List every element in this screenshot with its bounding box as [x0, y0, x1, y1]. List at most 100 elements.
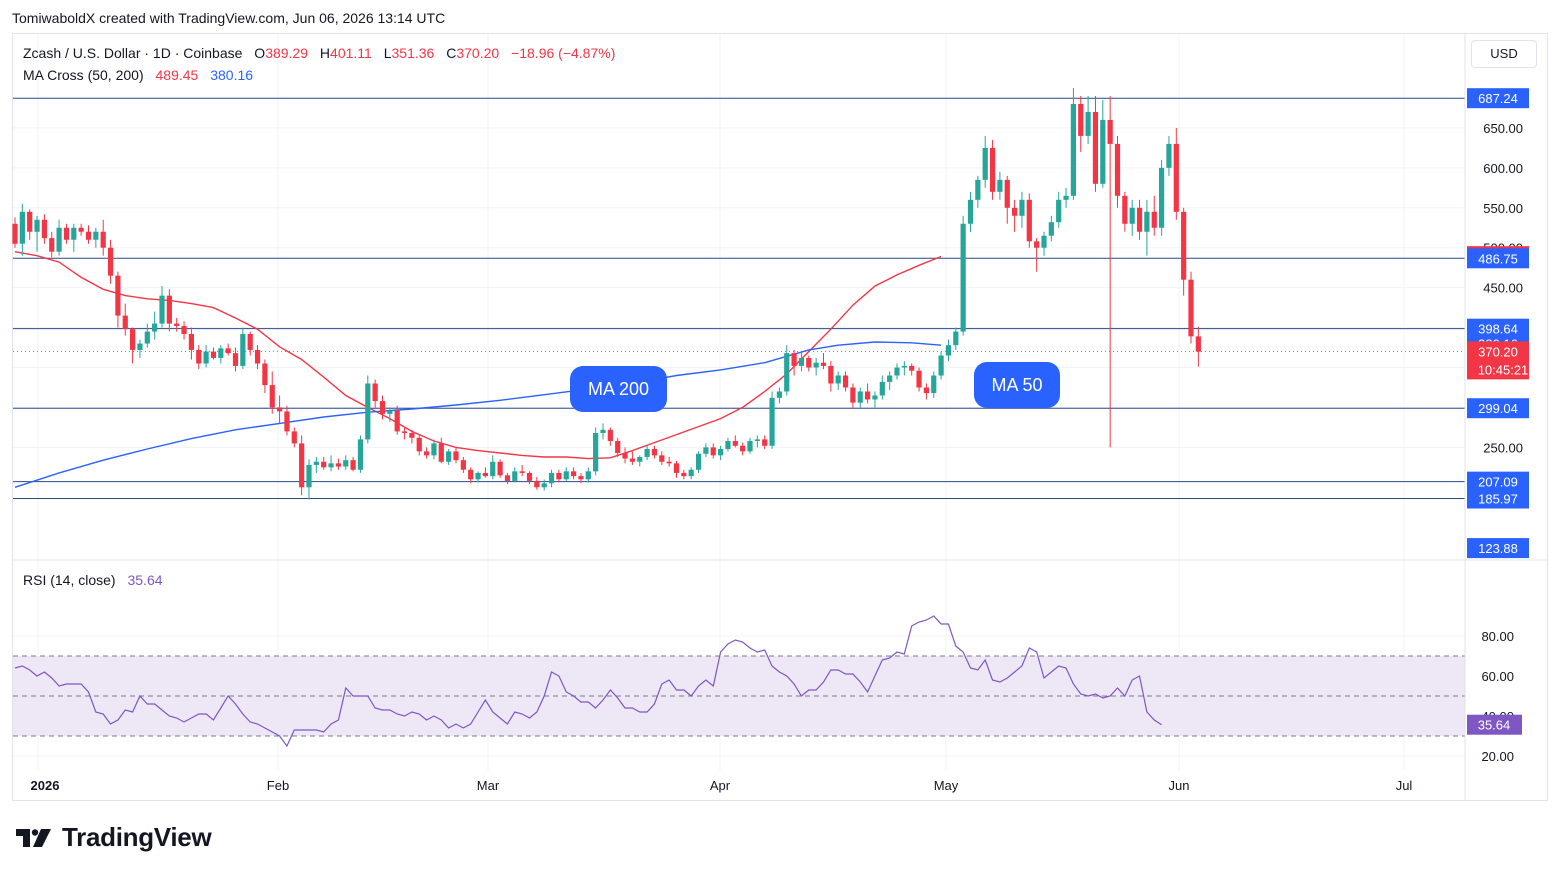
- candle-body: [585, 471, 591, 480]
- candle: [343, 455, 349, 470]
- price-label-box: [1467, 488, 1529, 509]
- candle-body: [666, 461, 672, 464]
- candle-body: [776, 391, 782, 398]
- candle: [784, 345, 790, 396]
- candle-body: [387, 410, 393, 414]
- candle: [232, 347, 239, 372]
- candle-body: [468, 469, 474, 480]
- price-label: 299.04: [1467, 398, 1529, 419]
- candle-body: [784, 353, 790, 392]
- candle: [1063, 187, 1069, 208]
- candle-body: [328, 463, 334, 468]
- candle: [975, 175, 981, 208]
- time-tick-label: May: [934, 778, 959, 793]
- candle-body: [504, 475, 511, 481]
- candle-body: [548, 472, 555, 484]
- candle: [137, 339, 143, 358]
- candle-body: [41, 219, 47, 239]
- candle: [159, 286, 165, 328]
- candle-body: [137, 343, 143, 350]
- price-tick-label: 600.00: [1483, 161, 1523, 176]
- candles: [12, 88, 1201, 500]
- candle: [842, 371, 849, 392]
- candle-body: [571, 471, 577, 477]
- candle-body: [673, 463, 680, 473]
- candle: [438, 437, 444, 464]
- candle-body: [63, 227, 70, 240]
- candle-body: [534, 480, 540, 488]
- candle-body: [218, 348, 224, 358]
- price-label-box: [1467, 471, 1529, 492]
- tradingview-logo[interactable]: TradingView: [14, 822, 212, 853]
- candle: [196, 345, 202, 370]
- candle: [365, 375, 371, 444]
- candle-body: [953, 331, 959, 346]
- candle: [49, 231, 55, 258]
- candle: [284, 405, 290, 436]
- candle: [651, 445, 658, 459]
- candle-body: [1166, 143, 1172, 168]
- ohlc-h-label: H: [319, 45, 331, 61]
- candle-body: [879, 381, 885, 396]
- rsi-tick-label: 80.00: [1481, 629, 1514, 644]
- candle: [78, 223, 84, 236]
- candle: [828, 361, 834, 392]
- candle: [754, 435, 760, 448]
- price-label-box: [1467, 398, 1529, 419]
- candle: [762, 435, 768, 449]
- candle: [306, 459, 312, 500]
- candle: [938, 351, 944, 380]
- candle-body: [357, 439, 364, 470]
- currency-button[interactable]: USD: [1471, 40, 1537, 68]
- candle-body: [269, 385, 275, 408]
- candle: [1085, 95, 1091, 144]
- candle: [1026, 193, 1032, 248]
- candle: [130, 327, 136, 364]
- candle-body: [350, 460, 356, 470]
- candle: [1136, 199, 1143, 240]
- candle: [1114, 135, 1121, 208]
- candle-body: [725, 440, 731, 449]
- candle: [747, 437, 753, 454]
- time-tick-label: Jul: [1396, 778, 1413, 793]
- price-label: 185.97: [1467, 488, 1529, 509]
- candle: [769, 391, 775, 449]
- ma50-badge-label: MA 50: [991, 375, 1042, 395]
- horizontal-levels: [13, 97, 1465, 500]
- candle-body: [1107, 119, 1113, 144]
- candle-body: [365, 383, 371, 440]
- chart-frame: [12, 33, 1548, 801]
- candle: [394, 405, 400, 435]
- candle: [152, 311, 158, 340]
- candle-body: [622, 452, 628, 459]
- candle-body: [343, 460, 349, 467]
- candle-body: [556, 472, 562, 480]
- candle-body: [85, 231, 92, 240]
- candle: [56, 219, 62, 256]
- ohlc-close: 370.20: [456, 45, 500, 61]
- time-tick-label: Feb: [267, 778, 289, 793]
- candle: [1166, 135, 1172, 176]
- candle-body: [482, 472, 488, 477]
- candle: [519, 464, 525, 477]
- rsi-last-label-text: 35.64: [1478, 718, 1511, 733]
- candle-body: [629, 458, 635, 462]
- price-label-text: 207.09: [1478, 475, 1518, 490]
- candle-body: [945, 345, 952, 356]
- candle-body: [997, 179, 1003, 192]
- candle: [872, 391, 878, 408]
- ma200-badge-label: MA 200: [588, 379, 649, 399]
- price-label: 486.75: [1467, 248, 1529, 269]
- candle: [357, 435, 364, 473]
- candle-body: [401, 431, 408, 433]
- candle-body: [820, 362, 827, 366]
- candle: [262, 359, 268, 394]
- candle-body: [1100, 119, 1106, 184]
- candle: [865, 383, 871, 404]
- candle: [460, 456, 466, 473]
- candle-body: [446, 451, 452, 462]
- price-label: 123.88: [1467, 538, 1529, 559]
- candle: [989, 139, 996, 200]
- candle: [997, 171, 1003, 200]
